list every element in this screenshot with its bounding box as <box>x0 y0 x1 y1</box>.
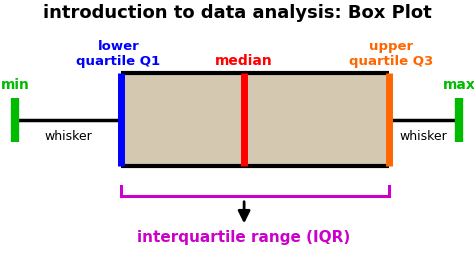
Text: median: median <box>215 54 273 68</box>
Text: whisker: whisker <box>44 130 92 143</box>
Text: interquartile range (IQR): interquartile range (IQR) <box>137 230 351 245</box>
Bar <box>121 73 389 166</box>
Text: introduction to data analysis: Box Plot: introduction to data analysis: Box Plot <box>43 4 431 22</box>
Text: max: max <box>442 78 474 92</box>
Text: lower
quartile Q1: lower quartile Q1 <box>76 40 161 68</box>
Text: min: min <box>1 78 29 92</box>
Text: whisker: whisker <box>400 130 447 143</box>
Text: upper
quartile Q3: upper quartile Q3 <box>349 40 433 68</box>
